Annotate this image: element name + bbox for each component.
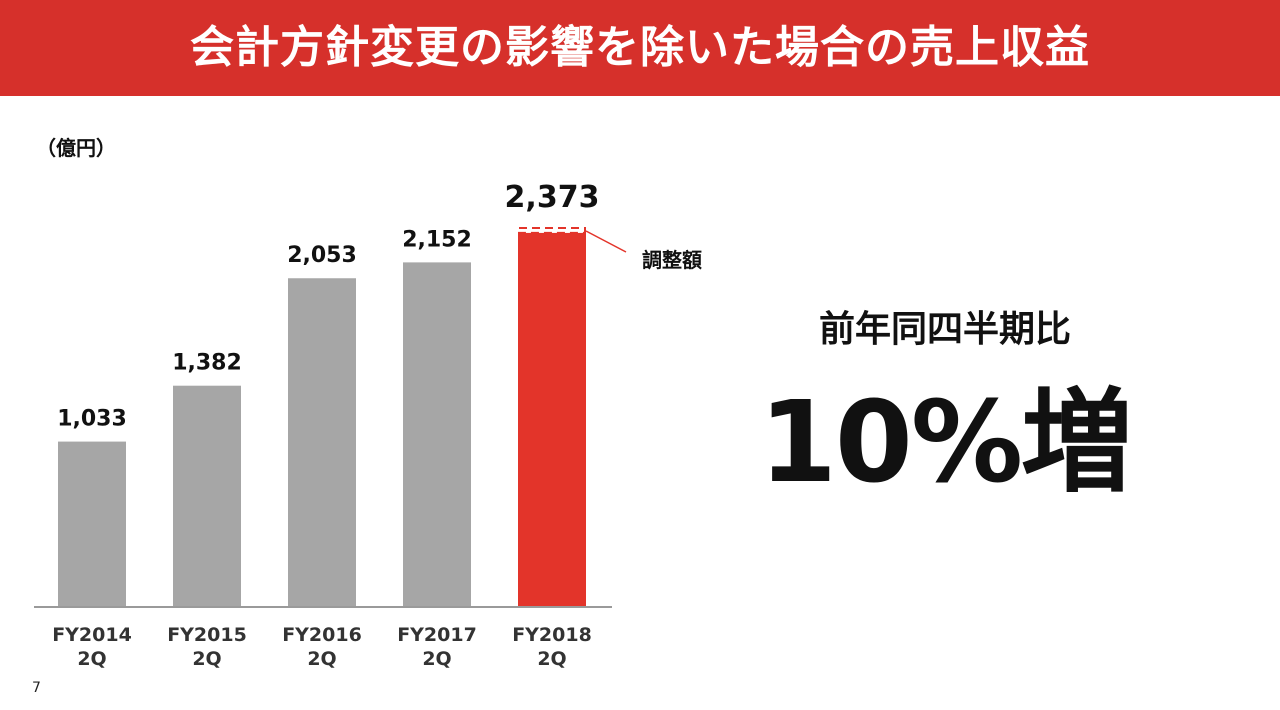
x-tick-label-3-0: FY2017 (397, 624, 477, 646)
x-tick-label-1-0: FY2015 (167, 624, 247, 646)
x-tick-label-3-1: 2Q (422, 648, 451, 670)
x-tick-label-2-1: 2Q (307, 648, 336, 670)
adjustment-callout-label: 調整額 (642, 248, 702, 272)
bar-0 (58, 441, 126, 607)
yoy-growth-value: 10%増 (758, 378, 1133, 508)
x-tick-label-0-0: FY2014 (52, 624, 132, 646)
bar-3 (403, 262, 471, 607)
x-tick-label-1-1: 2Q (192, 648, 221, 670)
callout-leader-line (585, 230, 627, 253)
bar-1 (173, 385, 241, 607)
bar-value-label-2: 2,053 (287, 243, 357, 268)
x-tick-label-0-1: 2Q (77, 648, 106, 670)
title-bar: 会計方針変更の影響を除いた場合の売上収益 (0, 0, 1280, 96)
unit-label: （億円） (36, 136, 116, 160)
bar-value-label-4: 2,373 (505, 180, 600, 215)
x-tick-label-4-0: FY2018 (512, 624, 592, 646)
slide-title: 会計方針変更の影響を除いた場合の売上収益 (190, 22, 1090, 73)
bar-2 (288, 278, 356, 607)
bar-4 (518, 232, 586, 607)
bar-value-label-1: 1,382 (172, 351, 242, 376)
page-number: 7 (32, 680, 41, 696)
yoy-comparison-label: 前年同四半期比 (818, 309, 1071, 350)
bar-value-label-0: 1,033 (57, 407, 127, 432)
adjustment-dashed-segment (518, 227, 586, 234)
x-tick-label-4-1: 2Q (537, 648, 566, 670)
x-tick-label-2-0: FY2016 (282, 624, 362, 646)
revenue-bar-chart: 1,033FY20142Q1,382FY20152Q2,053FY20162Q2… (34, 180, 627, 670)
bar-value-label-3: 2,152 (402, 227, 472, 252)
